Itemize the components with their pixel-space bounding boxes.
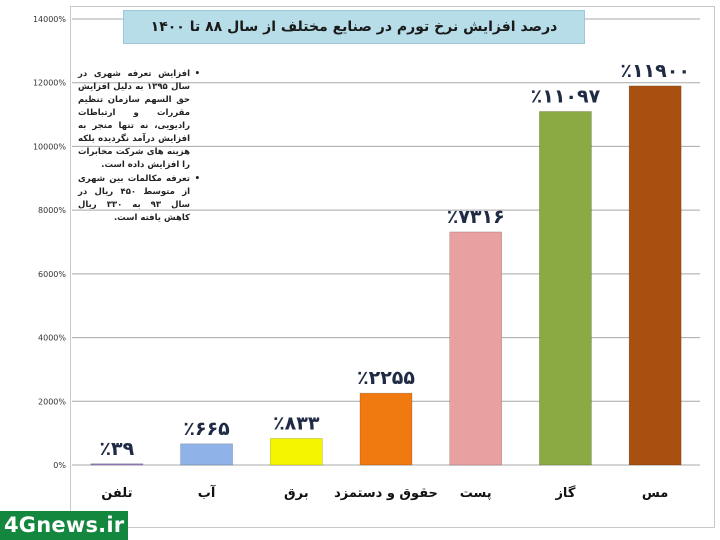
- bar: [449, 231, 503, 466]
- bullet-icon: •: [194, 174, 200, 184]
- y-tick-label: 0%: [53, 461, 66, 470]
- note-item: • تعرفه مکالمات بین شهری از متوسط ۴۵۰ ری…: [78, 173, 200, 225]
- bar: [90, 463, 144, 466]
- bar: [269, 438, 323, 466]
- data-label: ٪۱۱۹۰۰: [620, 60, 690, 82]
- bar: [539, 111, 592, 466]
- y-tick-label: 4000%: [38, 334, 66, 343]
- y-tick-label: 10000%: [33, 142, 66, 151]
- data-label: ٪۱۱۰۹۷: [531, 85, 601, 107]
- data-label: ٪۷۳۱۶: [447, 206, 505, 228]
- note-item: • افزایش تعرفه شهری در سال ۱۳۹۵ به دلیل …: [78, 68, 200, 172]
- note-text: تعرفه مکالمات بین شهری از متوسط ۴۵۰ ریال…: [78, 174, 190, 223]
- data-label: ٪۳۹: [99, 438, 134, 460]
- y-tick-label: 6000%: [38, 270, 66, 279]
- data-label: ٪۸۳۳: [273, 412, 320, 434]
- site-watermark: 4Gnews.ir: [0, 511, 129, 540]
- y-tick-label: 12000%: [33, 79, 66, 88]
- x-tick-label: آب: [198, 484, 216, 501]
- data-label: ٪۲۲۵۵: [357, 367, 415, 389]
- note-text: افزایش تعرفه شهری در سال ۱۳۹۵ به دلیل اف…: [78, 69, 190, 170]
- y-tick-label: 14000%: [33, 15, 66, 24]
- bullet-icon: •: [194, 69, 200, 79]
- x-tick-label: برق: [284, 486, 309, 501]
- data-label: ٪۶۶۵: [183, 418, 230, 440]
- chart-title-box: درصد افزایش نرخ تورم در صنایع مختلف از س…: [123, 10, 585, 44]
- x-tick-label: تلفن: [101, 486, 132, 501]
- x-tick-label: پست: [460, 486, 492, 501]
- bar: [359, 392, 413, 466]
- y-tick-label: 8000%: [38, 206, 66, 215]
- chart-title: درصد افزایش نرخ تورم در صنایع مختلف از س…: [150, 19, 558, 35]
- x-tick-label: مس: [642, 486, 668, 501]
- notes-box: • افزایش تعرفه شهری در سال ۱۳۹۵ به دلیل …: [78, 68, 200, 226]
- bar: [628, 85, 682, 466]
- x-tick-label: گاز: [554, 485, 575, 501]
- x-tick-label: حقوق و دستمزد: [334, 486, 438, 501]
- bar: [180, 443, 233, 466]
- y-tick-label: 2000%: [38, 397, 66, 406]
